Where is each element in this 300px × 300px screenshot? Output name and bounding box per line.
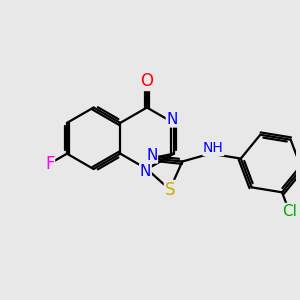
Text: Cl: Cl [282,203,297,218]
Text: F: F [45,155,54,173]
Text: S: S [164,181,175,199]
Text: N: N [146,148,158,163]
Text: N: N [140,164,151,179]
Text: N: N [167,112,178,127]
Text: NH: NH [203,141,224,155]
Text: O: O [140,72,153,90]
